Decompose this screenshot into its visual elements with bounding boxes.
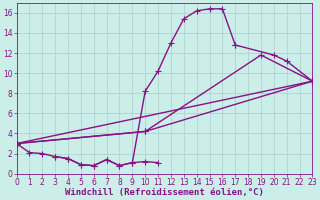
X-axis label: Windchill (Refroidissement éolien,°C): Windchill (Refroidissement éolien,°C) — [65, 188, 264, 197]
